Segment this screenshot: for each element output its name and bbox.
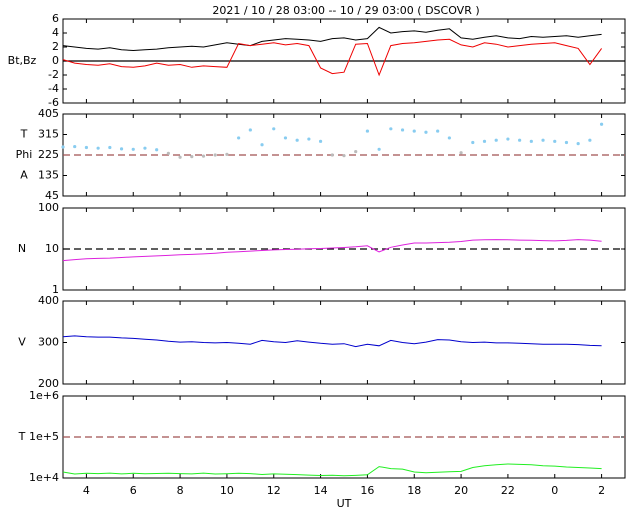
data-point [166,151,170,156]
y-tick-label: 0 [52,54,59,67]
data-point [272,127,276,131]
data-point [190,154,194,159]
data-point [318,139,323,143]
data-point [295,138,299,142]
data-point [96,146,100,150]
y-axis-label: T [20,128,28,141]
panel-frame [62,300,626,385]
y-tick-label: 2 [52,40,59,53]
data-point [342,154,346,158]
x-tick-label: 12 [267,484,281,497]
data-point [213,153,217,157]
x-tick-label: 16 [360,484,374,497]
y-tick-label: 200 [38,377,59,390]
data-point [529,139,533,143]
data-line [62,335,602,348]
y-tick-label: 4 [52,26,59,39]
data-point [237,136,241,140]
data-point [588,138,592,142]
data-point [119,147,124,151]
y-tick-label: 405 [38,107,59,120]
data-point [201,154,206,158]
x-tick-label: 14 [314,484,328,497]
data-point [389,127,393,131]
x-tick-label: 10 [220,484,234,497]
data-point [330,153,334,157]
y-tick-label: 1e+4 [29,471,59,484]
data-point [471,140,475,145]
x-tick-label: 22 [501,484,515,497]
x-tick-label: 8 [177,484,184,497]
y-axis-label: V [18,336,26,349]
data-point [377,147,381,151]
data-point [436,129,440,133]
y-tick-label: 225 [38,148,59,161]
data-line [62,463,602,477]
data-point [108,145,112,150]
y-tick-label: -2 [48,68,59,81]
data-point [73,144,77,149]
y-tick-label: 6 [52,12,59,25]
x-axis-label: UT [337,497,352,510]
data-point [143,146,147,150]
data-point [541,138,545,142]
x-tick-label: 20 [454,484,468,497]
data-point [459,151,463,155]
x-tick-label: 0 [551,484,558,497]
data-point [307,137,311,141]
data-point [131,147,135,151]
y-tick-label: -4 [48,82,59,95]
y-tick-label: 1e+6 [29,389,59,402]
y-tick-label: -6 [48,96,59,109]
y-tick-label: 300 [38,336,59,349]
x-tick-label: 6 [130,484,137,497]
y-axis-label: T [18,430,26,443]
x-tick-label: 18 [407,484,421,497]
y-axis-label: Phi [16,148,33,161]
data-point [61,145,65,149]
data-point [260,143,264,147]
data-point [178,155,182,159]
data-point [84,145,89,150]
data-line [62,239,602,262]
x-tick-label: 2 [598,484,605,497]
data-point [155,148,159,152]
data-line [62,26,602,52]
data-point [576,142,580,146]
data-point [553,139,557,143]
x-tick-label: 4 [83,484,90,497]
y-tick-label: 135 [38,169,59,182]
data-point [482,139,487,143]
data-point [447,136,451,140]
data-point [564,140,569,145]
data-point [248,128,252,132]
data-point [599,122,604,126]
y-tick-label: 100 [38,201,59,214]
y-tick-label: 1e+5 [29,430,59,443]
y-axis-label: A [20,169,28,182]
data-point [494,138,498,142]
data-point [518,138,522,142]
data-line [62,38,603,77]
chart-title: 2021 / 10 / 28 03:00 -- 10 / 29 03:00 ( … [212,4,479,17]
y-axis-label: Bt,Bz [8,54,37,67]
data-point [412,129,416,133]
data-point [283,136,288,140]
data-point [354,149,358,154]
data-point [225,152,229,156]
data-point [365,129,370,133]
data-point [506,137,510,141]
data-point [424,130,428,134]
data-point [400,128,405,132]
y-tick-label: 315 [38,128,59,141]
y-tick-label: 45 [45,189,59,202]
y-axis-label: N [18,242,26,255]
y-tick-label: 10 [45,242,59,255]
y-tick-label: 1 [52,283,59,296]
y-tick-label: 400 [38,294,59,307]
